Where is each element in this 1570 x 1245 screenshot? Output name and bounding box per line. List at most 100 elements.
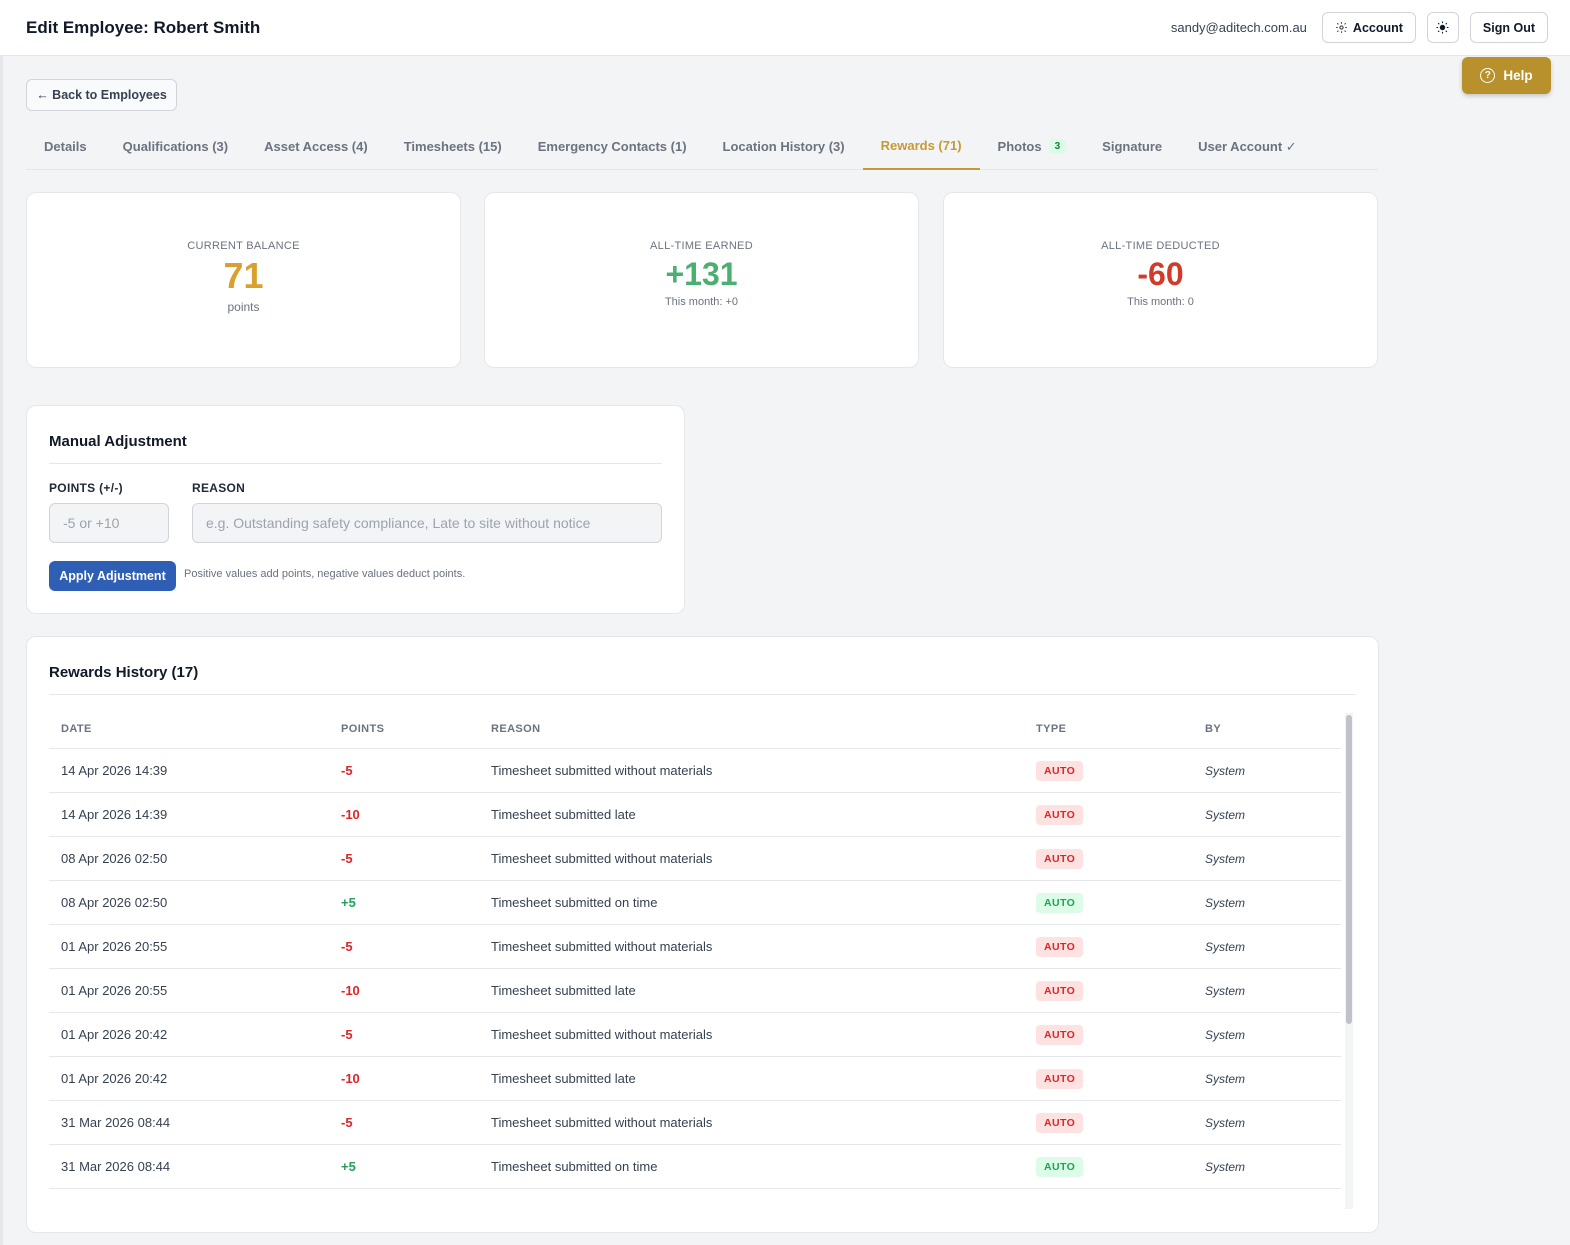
table-row[interactable]: 01 Apr 2026 20:42 -5 Timesheet submitted… xyxy=(49,1013,1341,1057)
type-badge: AUTO xyxy=(1036,848,1084,869)
sun-icon xyxy=(1436,21,1449,34)
reason-input[interactable]: e.g. Outstanding safety compliance, Late… xyxy=(192,503,662,543)
row-points: -10 xyxy=(341,983,360,998)
tab-qualifications[interactable]: Qualifications (3) xyxy=(122,139,229,154)
account-button[interactable]: Account xyxy=(1321,12,1416,43)
rewards-history-table[interactable]: DATE POINTS REASON TYPE BY 14 Apr 2026 1… xyxy=(49,710,1341,1209)
user-email: sandy@aditech.com.au xyxy=(1170,20,1307,35)
rewards-history-title: Rewards History (17) xyxy=(49,664,199,681)
row-reason: Timesheet submitted late xyxy=(491,1071,636,1086)
row-date: 01 Apr 2026 20:42 xyxy=(61,1071,168,1086)
table-row[interactable]: 31 Mar 2026 08:44 +5 Timesheet submitted… xyxy=(49,1145,1341,1189)
row-reason: Timesheet submitted on time xyxy=(491,1159,658,1174)
help-button[interactable]: ? Help xyxy=(1462,57,1551,94)
type-badge: AUTO xyxy=(1036,936,1084,957)
tab-photos[interactable]: Photos 3 xyxy=(980,123,1085,170)
all-time-deducted-label: ALL-TIME DEDUCTED xyxy=(1101,240,1220,252)
type-badge: AUTO xyxy=(1036,1068,1084,1089)
row-date: 01 Apr 2026 20:55 xyxy=(61,939,168,954)
tab-rewards[interactable]: Rewards (71) xyxy=(862,123,980,170)
all-time-deducted-card: ALL-TIME DEDUCTED -60 This month: 0 xyxy=(943,192,1378,368)
row-reason: Timesheet submitted without materials xyxy=(491,763,713,778)
tab-timesheets[interactable]: Timesheets (15) xyxy=(403,139,502,154)
current-balance-value: 71 xyxy=(223,255,264,296)
table-row[interactable]: 14 Apr 2026 14:39 -10 Timesheet submitte… xyxy=(49,793,1341,837)
col-reason[interactable]: REASON xyxy=(491,723,541,735)
points-input[interactable]: -5 or +10 xyxy=(49,503,169,543)
row-by: System xyxy=(1205,1071,1246,1086)
row-by: System xyxy=(1205,1027,1246,1042)
row-points: -5 xyxy=(341,939,353,954)
row-reason: Timesheet submitted late xyxy=(491,807,636,822)
deducted-this-month: This month: 0 xyxy=(1127,296,1194,308)
table-header: DATE POINTS REASON TYPE BY xyxy=(49,710,1341,749)
type-badge: AUTO xyxy=(1036,1024,1084,1045)
table-row[interactable]: 01 Apr 2026 20:55 -10 Timesheet submitte… xyxy=(49,969,1341,1013)
photos-count-badge: 3 xyxy=(1048,139,1067,154)
row-points: -5 xyxy=(341,763,353,778)
row-points: -5 xyxy=(341,851,353,866)
row-date: 01 Apr 2026 20:42 xyxy=(61,1027,168,1042)
type-badge: AUTO xyxy=(1036,980,1084,1001)
row-by: System xyxy=(1205,1115,1246,1130)
type-badge: AUTO xyxy=(1036,804,1084,825)
all-time-earned-card: ALL-TIME EARNED +131 This month: +0 xyxy=(484,192,919,368)
sidebar-edge xyxy=(0,56,3,1245)
row-reason: Timesheet submitted late xyxy=(491,983,636,998)
col-by[interactable]: BY xyxy=(1205,723,1222,735)
page-title: Edit Employee: Robert Smith xyxy=(26,17,261,37)
tab-bar: Details Qualifications (3) Asset Access … xyxy=(26,123,1378,170)
current-balance-card: CURRENT BALANCE 71 points xyxy=(26,192,461,368)
row-points: -5 xyxy=(341,1027,353,1042)
all-time-earned-label: ALL-TIME EARNED xyxy=(650,240,753,252)
current-balance-unit: points xyxy=(227,300,260,314)
tab-user-account[interactable]: User Account ✓ xyxy=(1198,138,1297,154)
tab-signature[interactable]: Signature xyxy=(1102,139,1163,154)
tab-emergency-contacts[interactable]: Emergency Contacts (1) xyxy=(537,139,687,154)
table-scrollbar-thumb[interactable] xyxy=(1346,715,1352,1024)
rewards-history-card: Rewards History (17) DATE POINTS REASON … xyxy=(26,636,1379,1233)
type-badge: AUTO xyxy=(1036,760,1084,781)
reason-label: REASON xyxy=(192,481,246,495)
col-points[interactable]: POINTS xyxy=(341,723,385,735)
table-row[interactable]: 08 Apr 2026 02:50 +5 Timesheet submitted… xyxy=(49,881,1341,925)
row-by: System xyxy=(1205,983,1246,998)
tab-asset-access[interactable]: Asset Access (4) xyxy=(264,139,368,154)
row-points: +5 xyxy=(341,895,356,910)
manual-adjustment-title: Manual Adjustment xyxy=(49,433,187,450)
row-date: 31 Mar 2026 08:44 xyxy=(61,1115,171,1130)
table-row[interactable]: 14 Apr 2026 14:39 -5 Timesheet submitted… xyxy=(49,749,1341,793)
type-badge: AUTO xyxy=(1036,1156,1084,1177)
all-time-deducted-value: -60 xyxy=(1137,256,1184,292)
current-balance-label: CURRENT BALANCE xyxy=(187,240,300,252)
row-by: System xyxy=(1205,807,1246,822)
back-to-employees-button[interactable]: ← Back to Employees xyxy=(26,79,177,111)
row-by: System xyxy=(1205,939,1246,954)
account-label: Account xyxy=(1352,20,1403,35)
question-icon: ? xyxy=(1480,68,1496,83)
row-points: -10 xyxy=(341,807,360,822)
row-reason: Timesheet submitted without materials xyxy=(491,851,713,866)
theme-toggle-button[interactable] xyxy=(1426,12,1459,43)
apply-adjustment-button[interactable]: Apply Adjustment xyxy=(49,561,176,591)
row-reason: Timesheet submitted without materials xyxy=(491,1115,713,1130)
earned-this-month: This month: +0 xyxy=(664,296,739,308)
row-date: 14 Apr 2026 14:39 xyxy=(61,763,168,778)
table-row[interactable]: 08 Apr 2026 02:50 -5 Timesheet submitted… xyxy=(49,837,1341,881)
table-row[interactable]: 01 Apr 2026 20:55 -5 Timesheet submitted… xyxy=(49,925,1341,969)
col-type[interactable]: TYPE xyxy=(1036,723,1067,735)
table-row[interactable]: 31 Mar 2026 08:44 -5 Timesheet submitted… xyxy=(49,1101,1341,1145)
row-date: 01 Apr 2026 20:55 xyxy=(61,983,168,998)
tab-location-history[interactable]: Location History (3) xyxy=(722,139,845,154)
divider xyxy=(49,694,1356,695)
gear-icon xyxy=(1336,22,1347,33)
sign-out-button[interactable]: Sign Out xyxy=(1469,12,1548,43)
col-date[interactable]: DATE xyxy=(61,723,92,735)
tab-details[interactable]: Details xyxy=(44,139,87,154)
divider xyxy=(49,463,662,464)
table-row[interactable]: 01 Apr 2026 20:42 -10 Timesheet submitte… xyxy=(49,1057,1341,1101)
all-time-earned-value: +131 xyxy=(665,256,738,292)
tab-photos-label: Photos xyxy=(997,139,1042,154)
row-date: 08 Apr 2026 02:50 xyxy=(61,895,168,910)
row-by: System xyxy=(1205,895,1246,910)
